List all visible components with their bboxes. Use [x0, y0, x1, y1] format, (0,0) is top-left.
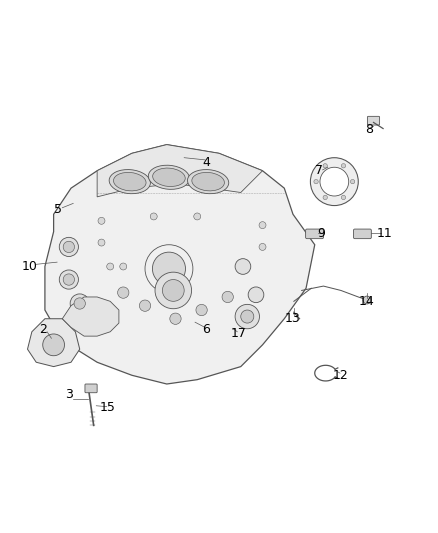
- Text: 3: 3: [65, 389, 73, 401]
- Ellipse shape: [113, 172, 146, 191]
- Text: 6: 6: [202, 323, 210, 336]
- FancyBboxPatch shape: [306, 229, 323, 239]
- Circle shape: [341, 164, 346, 168]
- Circle shape: [98, 239, 105, 246]
- Ellipse shape: [109, 169, 150, 193]
- Text: 7: 7: [315, 164, 323, 177]
- Circle shape: [117, 287, 129, 298]
- Circle shape: [74, 298, 85, 309]
- Text: 5: 5: [54, 204, 62, 216]
- Circle shape: [314, 180, 318, 184]
- Circle shape: [235, 304, 259, 329]
- Circle shape: [98, 217, 105, 224]
- Ellipse shape: [153, 168, 185, 187]
- Circle shape: [235, 259, 251, 274]
- FancyBboxPatch shape: [85, 384, 97, 393]
- Circle shape: [248, 287, 264, 303]
- Circle shape: [152, 252, 185, 285]
- Circle shape: [196, 304, 207, 316]
- Text: 12: 12: [333, 369, 349, 382]
- Circle shape: [63, 241, 74, 253]
- Ellipse shape: [192, 172, 224, 191]
- Circle shape: [43, 334, 64, 356]
- Circle shape: [222, 292, 233, 303]
- FancyBboxPatch shape: [367, 116, 380, 125]
- Circle shape: [150, 213, 157, 220]
- Text: 17: 17: [231, 327, 247, 341]
- Circle shape: [323, 195, 327, 200]
- Circle shape: [139, 300, 151, 311]
- Ellipse shape: [187, 169, 229, 193]
- Circle shape: [107, 263, 114, 270]
- Circle shape: [323, 164, 327, 168]
- Text: 9: 9: [318, 228, 325, 240]
- Circle shape: [311, 158, 358, 206]
- Text: 10: 10: [22, 260, 38, 273]
- Circle shape: [120, 263, 127, 270]
- Polygon shape: [28, 319, 80, 367]
- FancyBboxPatch shape: [353, 229, 371, 239]
- Circle shape: [162, 279, 184, 301]
- Text: 4: 4: [202, 156, 210, 168]
- Circle shape: [350, 180, 355, 184]
- Circle shape: [63, 274, 74, 285]
- Circle shape: [259, 222, 266, 229]
- Circle shape: [170, 313, 181, 325]
- Polygon shape: [45, 144, 315, 384]
- Polygon shape: [97, 144, 262, 197]
- Circle shape: [320, 167, 349, 196]
- Circle shape: [59, 270, 78, 289]
- Circle shape: [194, 213, 201, 220]
- Text: 8: 8: [365, 123, 373, 136]
- Circle shape: [59, 237, 78, 256]
- Polygon shape: [62, 297, 119, 336]
- Text: 11: 11: [377, 228, 392, 240]
- Circle shape: [363, 296, 371, 304]
- Text: 13: 13: [285, 312, 301, 325]
- Circle shape: [155, 272, 191, 309]
- Text: 14: 14: [359, 295, 375, 308]
- Text: 2: 2: [39, 323, 47, 336]
- Circle shape: [341, 195, 346, 200]
- Ellipse shape: [148, 165, 190, 189]
- Circle shape: [241, 310, 254, 323]
- Circle shape: [259, 244, 266, 251]
- Circle shape: [70, 294, 89, 313]
- Text: 15: 15: [100, 401, 116, 415]
